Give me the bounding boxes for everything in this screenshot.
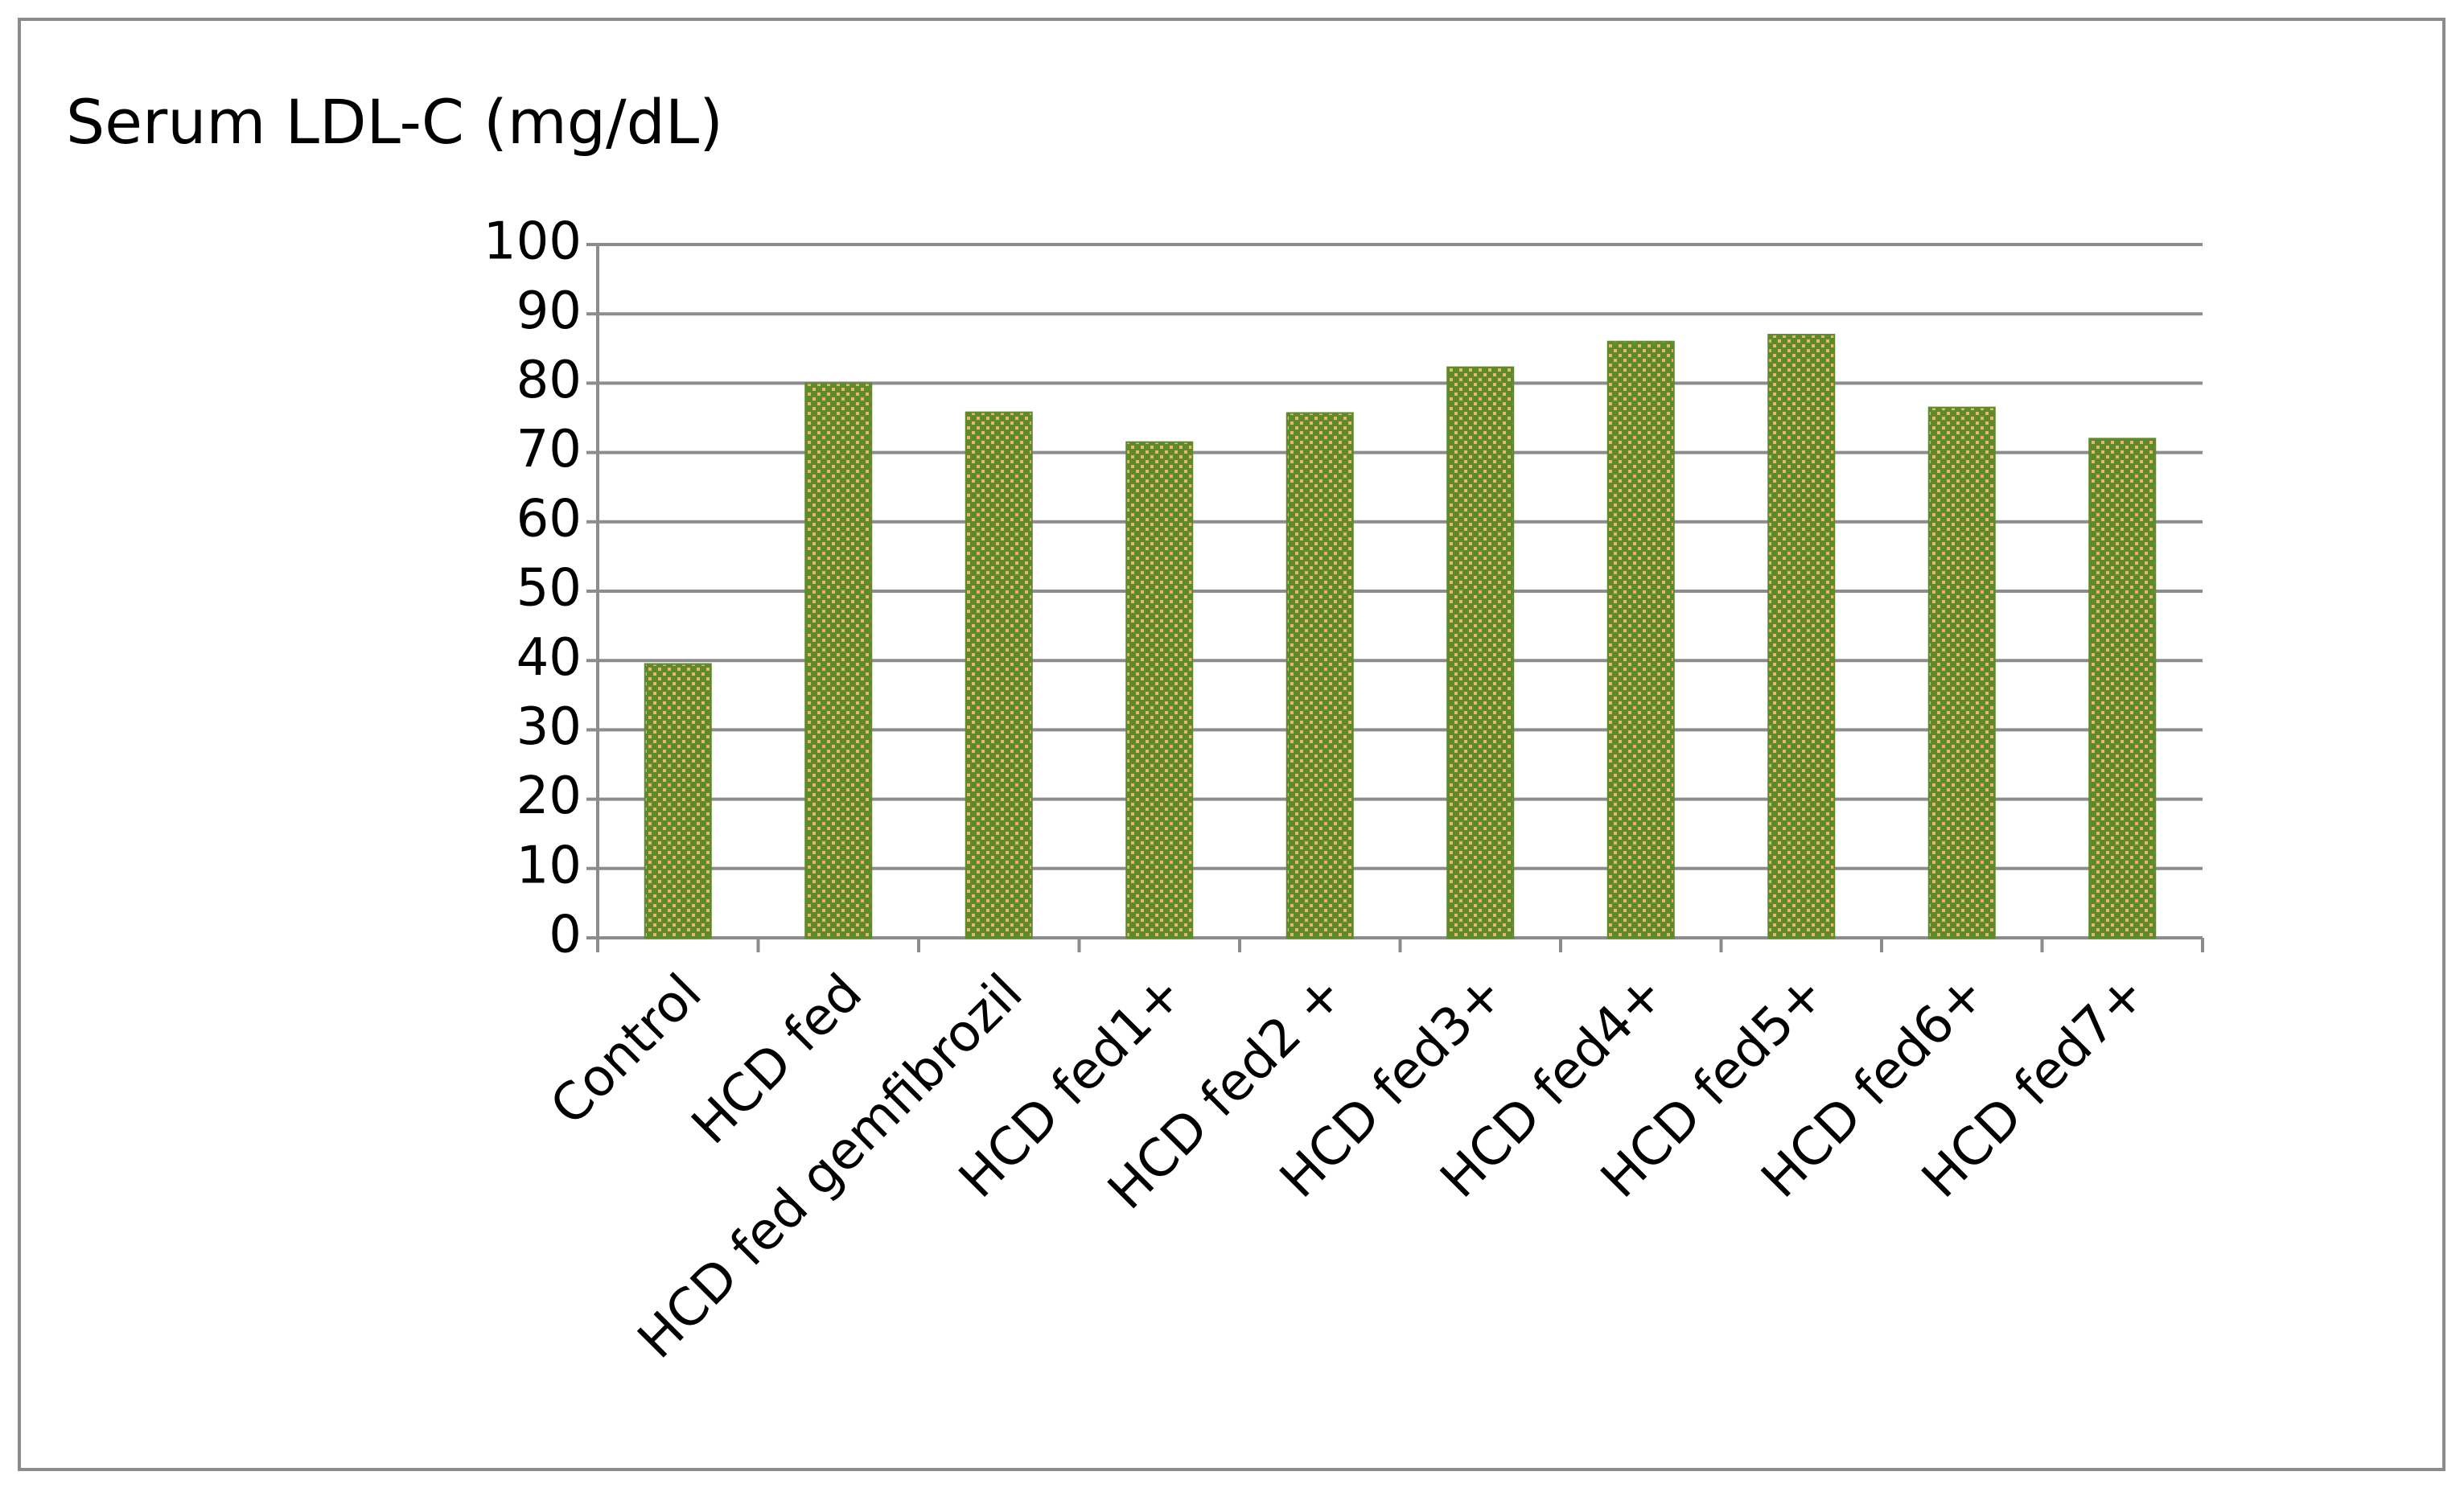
y-tick-label: 10	[516, 836, 582, 895]
chart-title: Serum LDL-C (mg/dL)	[66, 86, 723, 158]
y-tick-label: 0	[549, 906, 582, 965]
y-tick-label: 40	[516, 628, 582, 688]
chart-border	[18, 18, 2445, 1471]
bar	[1125, 441, 1194, 939]
y-tick-label: 80	[516, 351, 582, 410]
y-tick-label: 20	[516, 767, 582, 826]
bar	[2088, 438, 2157, 939]
y-tick-label: 90	[516, 282, 582, 341]
y-tick-label: 50	[516, 559, 582, 619]
bar	[804, 382, 873, 939]
bar	[1285, 412, 1354, 939]
y-tick-label: 100	[483, 212, 582, 272]
bar	[1606, 340, 1675, 939]
bar	[1767, 334, 1836, 939]
bar	[644, 663, 712, 939]
bar	[1927, 406, 1996, 939]
y-tick-label: 30	[516, 697, 582, 757]
y-tick-label: 70	[516, 420, 582, 479]
bar	[1446, 366, 1515, 939]
bar	[965, 411, 1033, 939]
y-tick-label: 60	[516, 489, 582, 549]
